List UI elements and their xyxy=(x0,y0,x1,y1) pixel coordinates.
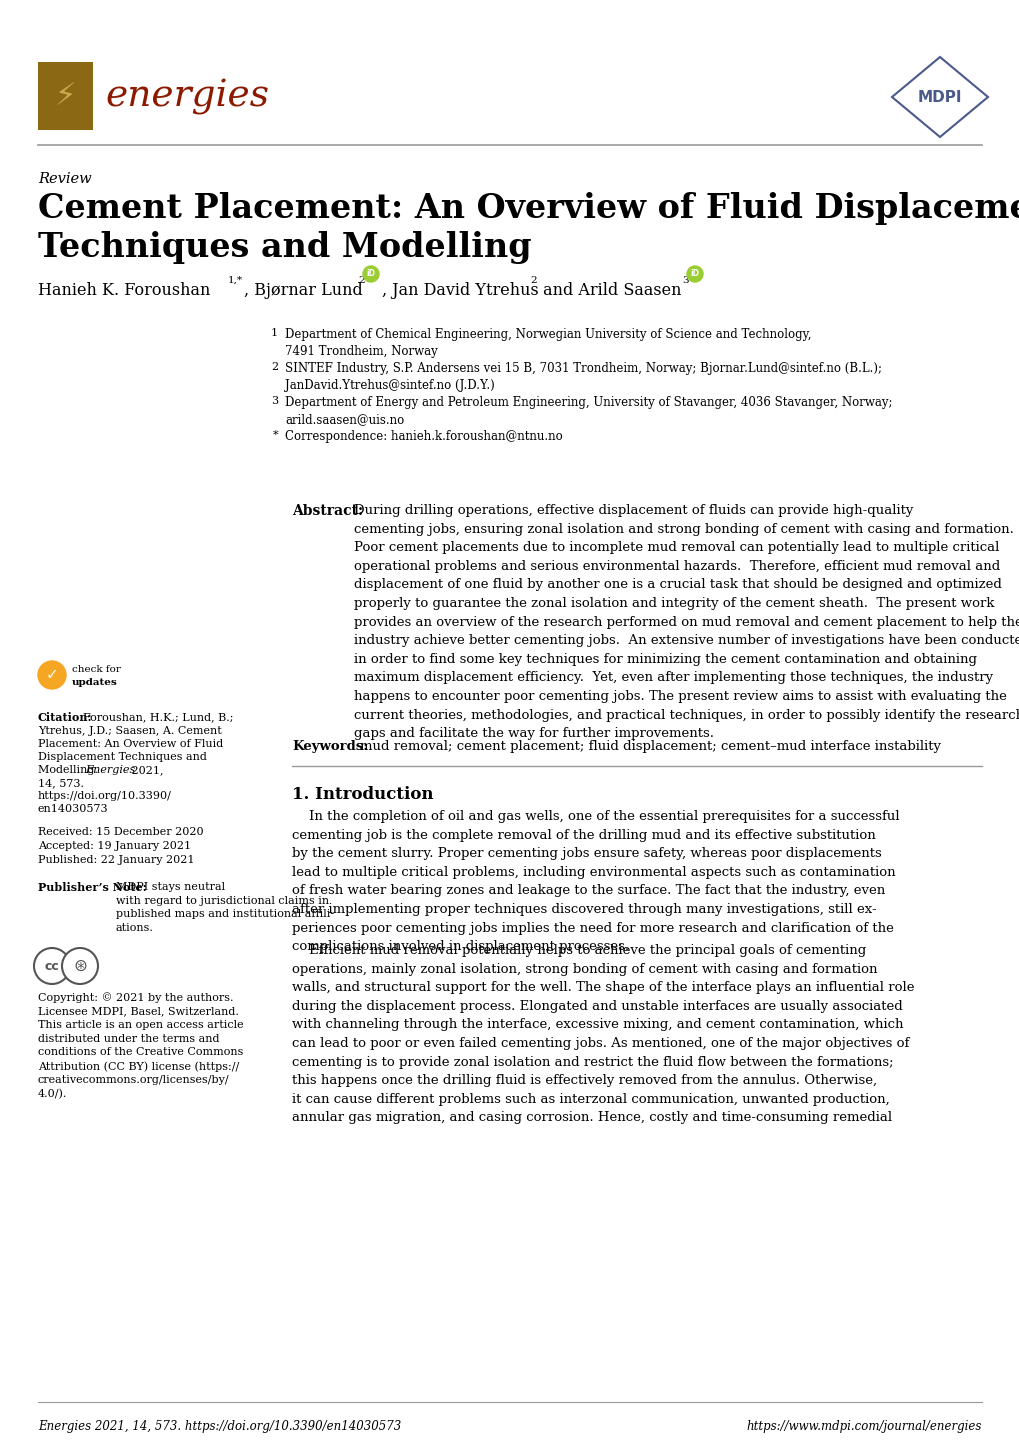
Text: 2021,: 2021, xyxy=(127,766,163,774)
Text: Abstract:: Abstract: xyxy=(291,505,363,518)
Text: en14030573: en14030573 xyxy=(38,805,108,813)
Text: Accepted: 19 January 2021: Accepted: 19 January 2021 xyxy=(38,841,191,851)
Text: Modelling.: Modelling. xyxy=(38,766,101,774)
Text: and Arild Saasen: and Arild Saasen xyxy=(537,283,681,298)
Circle shape xyxy=(687,265,702,283)
Text: iD: iD xyxy=(690,270,699,278)
Text: Published: 22 January 2021: Published: 22 January 2021 xyxy=(38,855,195,865)
Text: ✓: ✓ xyxy=(46,668,58,682)
Text: check for: check for xyxy=(72,665,121,673)
Text: https://www.mdpi.com/journal/energies: https://www.mdpi.com/journal/energies xyxy=(746,1420,981,1433)
Text: Publisher’s Note:: Publisher’s Note: xyxy=(38,883,147,893)
Text: ⊛: ⊛ xyxy=(73,957,87,975)
Text: Citation:: Citation: xyxy=(38,712,93,722)
Text: iD: iD xyxy=(366,270,375,278)
Text: 1. Introduction: 1. Introduction xyxy=(291,786,433,803)
Text: MDPI: MDPI xyxy=(917,89,961,104)
Text: , Bjørnar Lund: , Bjørnar Lund xyxy=(244,283,363,298)
Text: 14, 573.: 14, 573. xyxy=(38,779,84,787)
Text: https://doi.org/10.3390/: https://doi.org/10.3390/ xyxy=(38,792,172,800)
Text: Hanieh K. Foroushan: Hanieh K. Foroushan xyxy=(38,283,210,298)
Text: Correspondence: hanieh.k.foroushan@ntnu.no: Correspondence: hanieh.k.foroushan@ntnu.… xyxy=(284,430,562,443)
Circle shape xyxy=(38,660,66,689)
FancyBboxPatch shape xyxy=(38,62,93,130)
Text: 7491 Trondheim, Norway: 7491 Trondheim, Norway xyxy=(284,345,437,358)
Text: , Jan David Ytrehus: , Jan David Ytrehus xyxy=(382,283,538,298)
Text: Placement: An Overview of Fluid: Placement: An Overview of Fluid xyxy=(38,738,223,748)
Text: *: * xyxy=(272,430,278,440)
Text: 2: 2 xyxy=(530,275,536,286)
Text: 3: 3 xyxy=(682,275,688,286)
Text: Energies: Energies xyxy=(85,766,136,774)
Text: 3: 3 xyxy=(271,397,278,407)
Text: arild.saasen@uis.no: arild.saasen@uis.no xyxy=(284,412,404,425)
Text: mud removal; cement placement; fluid displacement; cement–mud interface instabil: mud removal; cement placement; fluid dis… xyxy=(360,740,941,753)
Text: ⚡: ⚡ xyxy=(54,82,75,111)
Text: Copyright: © 2021 by the authors.
Licensee MDPI, Basel, Switzerland.
This articl: Copyright: © 2021 by the authors. Licens… xyxy=(38,992,244,1099)
Text: In the completion of oil and gas wells, one of the essential prerequisites for a: In the completion of oil and gas wells, … xyxy=(291,810,899,953)
Text: Cement Placement: An Overview of Fluid Displacement
Techniques and Modelling: Cement Placement: An Overview of Fluid D… xyxy=(38,192,1019,264)
Text: 1,*: 1,* xyxy=(228,275,243,286)
Text: updates: updates xyxy=(72,678,117,686)
Text: 2: 2 xyxy=(358,275,364,286)
Text: Foroushan, H.K.; Lund, B.;: Foroushan, H.K.; Lund, B.; xyxy=(83,712,233,722)
Text: Department of Chemical Engineering, Norwegian University of Science and Technolo: Department of Chemical Engineering, Norw… xyxy=(284,327,811,340)
Text: Ytrehus, J.D.; Saasen, A. Cement: Ytrehus, J.D.; Saasen, A. Cement xyxy=(38,725,221,735)
Text: Efficient mud removal potentially helps to achieve the principal goals of cement: Efficient mud removal potentially helps … xyxy=(291,945,914,1125)
Text: Keywords:: Keywords: xyxy=(291,740,368,753)
Circle shape xyxy=(62,947,98,983)
Text: Energies 2021, 14, 573. https://doi.org/10.3390/en14030573: Energies 2021, 14, 573. https://doi.org/… xyxy=(38,1420,400,1433)
Circle shape xyxy=(363,265,379,283)
Text: 1: 1 xyxy=(271,327,278,337)
Text: During drilling operations, effective displacement of fluids can provide high-qu: During drilling operations, effective di… xyxy=(354,505,1019,740)
Text: cc: cc xyxy=(45,959,59,972)
Text: SINTEF Industry, S.P. Andersens vei 15 B, 7031 Trondheim, Norway; Bjornar.Lund@s: SINTEF Industry, S.P. Andersens vei 15 B… xyxy=(284,362,881,375)
Text: Displacement Techniques and: Displacement Techniques and xyxy=(38,751,207,761)
Text: Department of Energy and Petroleum Engineering, University of Stavanger, 4036 St: Department of Energy and Petroleum Engin… xyxy=(284,397,892,410)
Text: 2: 2 xyxy=(271,362,278,372)
Text: JanDavid.Ytrehus@sintef.no (J.D.Y.): JanDavid.Ytrehus@sintef.no (J.D.Y.) xyxy=(284,379,494,392)
Text: MDPI stays neutral
with regard to jurisdictional claims in
published maps and in: MDPI stays neutral with regard to jurisd… xyxy=(116,883,334,933)
Text: Review: Review xyxy=(38,172,92,186)
Text: energies: energies xyxy=(105,79,269,115)
Circle shape xyxy=(34,947,70,983)
Text: Received: 15 December 2020: Received: 15 December 2020 xyxy=(38,828,204,836)
